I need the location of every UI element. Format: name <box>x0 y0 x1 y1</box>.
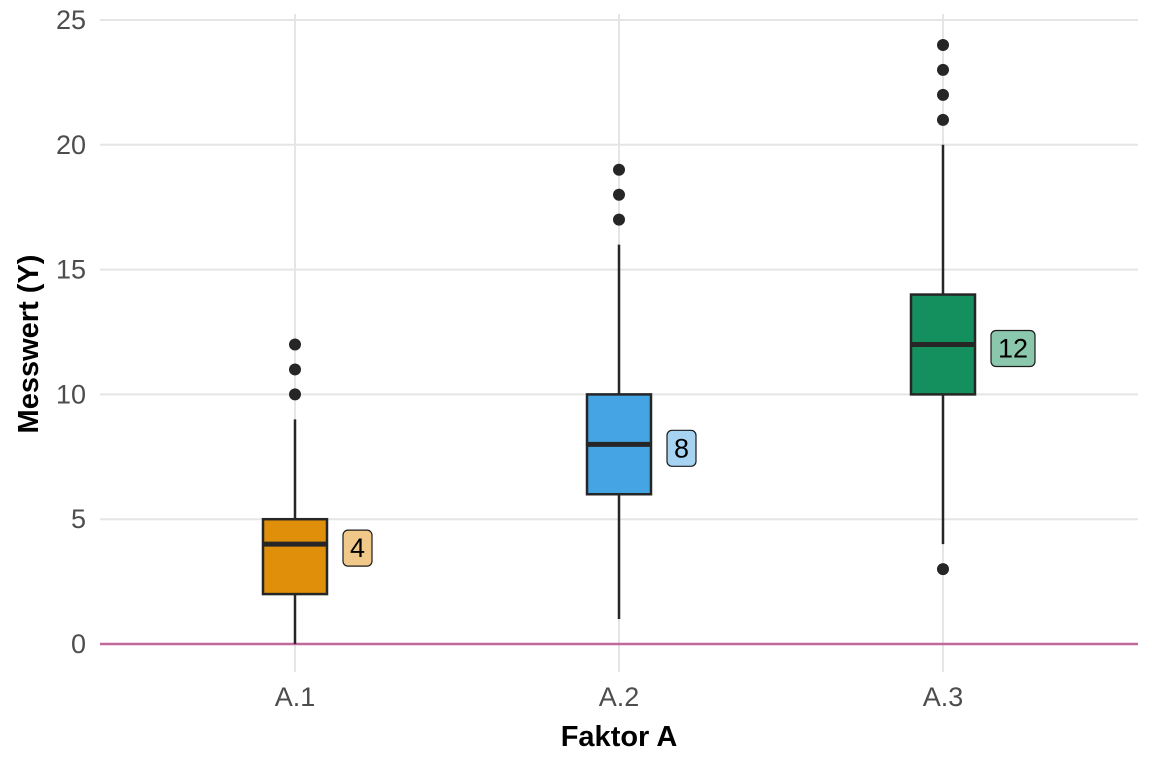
y-axis-ticks: 0 5 10 15 20 25 <box>56 5 86 659</box>
outlier-point <box>289 338 301 351</box>
box-a2 <box>585 163 653 620</box>
x-axis-ticks: A.1 A.2 A.3 <box>275 682 964 712</box>
median-label-text: 4 <box>350 533 365 563</box>
x-tick-label: A.3 <box>923 682 964 712</box>
outlier-point <box>613 188 625 201</box>
median-label-box <box>342 529 373 567</box>
x-tick-label: A.2 <box>599 682 640 712</box>
median-label-a2: 8 <box>666 429 697 467</box>
y-tick-label: 20 <box>56 130 86 160</box>
y-tick-label: 10 <box>56 379 86 409</box>
y-tick-label: 5 <box>71 504 86 534</box>
median-label-a1: 4 <box>342 529 373 567</box>
outlier-point <box>613 163 625 176</box>
outlier-point <box>289 388 301 401</box>
iqr-box <box>261 517 329 596</box>
x-axis-title: Faktor A <box>561 721 678 753</box>
y-tick-label: 0 <box>71 629 86 659</box>
outlier-point <box>937 563 949 576</box>
box-series <box>261 38 977 644</box>
median-label-text: 8 <box>674 433 689 463</box>
median-labels: 4 8 12 <box>342 329 1036 567</box>
outlier-point <box>937 88 949 101</box>
outlier-point <box>937 38 949 51</box>
outlier-point <box>937 113 949 126</box>
median-label-text: 12 <box>998 333 1028 363</box>
box-a3 <box>909 38 977 576</box>
x-tick-label: A.1 <box>275 682 316 712</box>
y-axis-title: Messwert (Y) <box>13 255 45 434</box>
y-tick-label: 15 <box>56 255 86 285</box>
box-a1 <box>261 338 329 644</box>
outlier-point <box>289 363 301 376</box>
median-label-box <box>666 429 697 467</box>
median-label-box <box>990 329 1036 368</box>
y-tick-label: 25 <box>56 5 86 35</box>
outlier-point <box>613 213 625 226</box>
outlier-point <box>937 63 949 76</box>
median-label-a3: 12 <box>990 329 1036 368</box>
